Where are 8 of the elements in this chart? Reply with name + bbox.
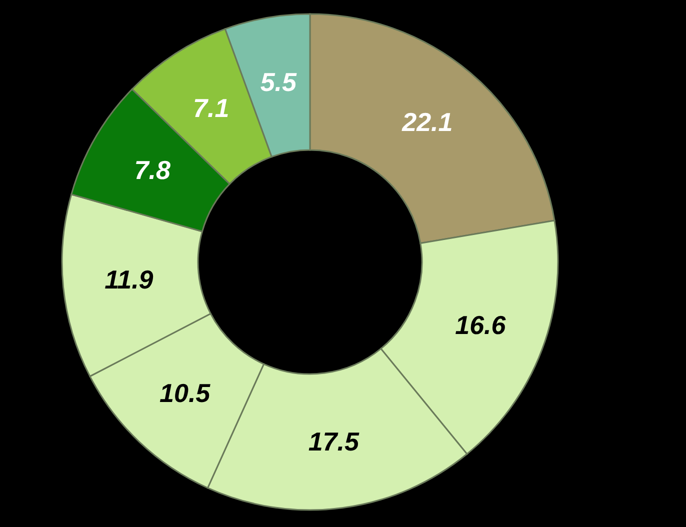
data-label: 16.6 <box>455 310 506 340</box>
data-label: 17.5 <box>308 426 360 456</box>
data-label: 22.1 <box>401 106 453 137</box>
data-label: 10.5 <box>160 378 211 408</box>
data-label: 7.8 <box>134 155 171 185</box>
data-label: 5.5 <box>260 66 297 97</box>
data-label: 7.1 <box>193 93 230 124</box>
data-label: 11.9 <box>104 264 154 294</box>
